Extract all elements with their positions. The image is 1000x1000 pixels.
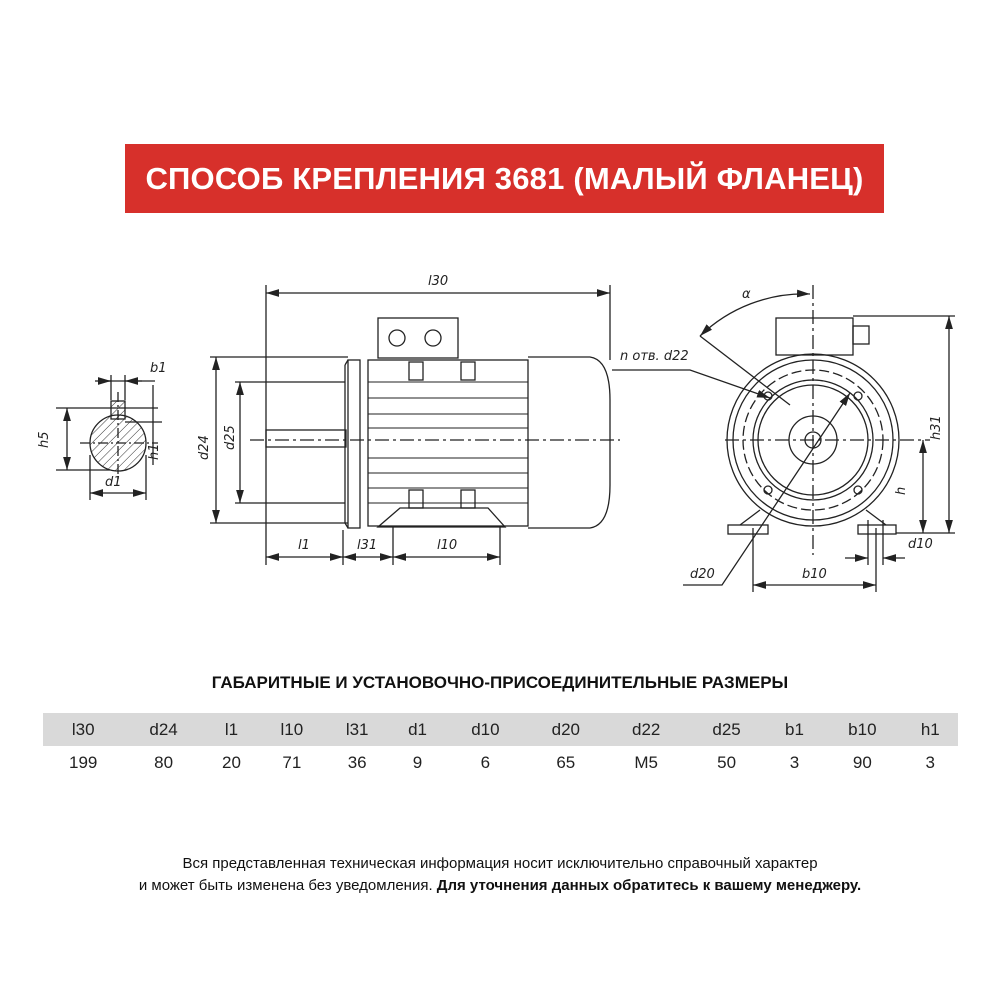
column-header: d1 <box>389 713 446 746</box>
label-d20: d20 <box>690 567 715 582</box>
column-header: d24 <box>123 713 204 746</box>
label-d25: d25 <box>223 425 238 450</box>
disclaimer-bold-text: Для уточнения данных обратитесь к вашему… <box>436 877 862 894</box>
table-row: 199 80 20 71 36 9 6 65 M5 50 3 90 3 <box>43 746 958 779</box>
label-h1: h1 <box>147 443 162 460</box>
table-cell: 36 <box>347 752 367 772</box>
label-b1: b1 <box>150 361 167 376</box>
label-h: h <box>894 487 909 495</box>
column-header: d20 <box>525 713 606 746</box>
column-header: h1 <box>902 713 958 746</box>
label-l30: l30 <box>428 274 448 289</box>
motor-end-view: α n отв. d22 h31 h d10 b10 d20 <box>612 285 955 592</box>
disclaimer: Вся представленная техническая информаци… <box>0 853 1000 897</box>
table-cell: 80 <box>154 752 174 772</box>
dimensions-table-title: ГАБАРИТНЫЕ И УСТАНОВОЧНО-ПРИСОЕДИНИТЕЛЬН… <box>211 673 789 692</box>
column-header: d25 <box>686 713 767 746</box>
label-d1: d1 <box>105 475 122 490</box>
column-header: l1 <box>203 713 260 746</box>
disclaimer-line-1: Вся представленная техническая информаци… <box>182 855 818 872</box>
column-header: l30 <box>43 713 124 746</box>
table-cell: 9 <box>412 752 423 772</box>
table-cell: M5 <box>634 752 658 772</box>
table-cell: 71 <box>282 752 302 772</box>
label-d10: d10 <box>908 537 933 552</box>
table-header-row: l30 d24 l1 l10 l31 d1 d10 d20 d22 d25 b1… <box>43 713 958 746</box>
label-b10: b10 <box>802 567 827 582</box>
label-d24: d24 <box>197 435 212 460</box>
column-header: b1 <box>766 713 823 746</box>
motor-side-view: l30 d24 d25 l1 l31 l10 <box>197 274 620 565</box>
table-cell: 50 <box>717 752 737 772</box>
page-title: СПОСОБ КРЕПЛЕНИЯ 3681 (МАЛЫЙ ФЛАНЕЦ) <box>125 144 884 213</box>
table-cell: 3 <box>925 752 935 772</box>
label-alpha: α <box>742 287 751 302</box>
shaft-section-view: b1 h5 h1 d1 <box>37 361 167 500</box>
table-cell: 199 <box>69 752 98 772</box>
table-cell: 3 <box>789 752 800 772</box>
label-l1: l1 <box>298 538 310 553</box>
table-cell: 90 <box>852 752 872 772</box>
label-n-d22: n отв. d22 <box>620 349 689 364</box>
table-cell: 6 <box>480 752 491 772</box>
label-l10: l10 <box>437 538 457 553</box>
dimensions-table: l30 d24 l1 l10 l31 d1 d10 d20 d22 d25 b1… <box>43 713 958 779</box>
table-cell: 65 <box>556 752 576 772</box>
column-header: l31 <box>324 713 390 746</box>
column-header: d10 <box>445 713 526 746</box>
table-cell: 20 <box>222 752 241 772</box>
motor-technical-drawing: b1 h5 h1 d1 l30 d24 d25 <box>37 274 955 592</box>
label-h31: h31 <box>929 415 944 440</box>
disclaimer-normal-text: и может быть изменена без уведомления. <box>138 877 433 894</box>
column-header: b10 <box>822 713 903 746</box>
column-header: l10 <box>259 713 325 746</box>
disclaimer-line-2: и может быть изменена без уведомления. Д… <box>0 875 1000 897</box>
label-h5: h5 <box>37 431 52 448</box>
column-header: d22 <box>606 713 687 746</box>
label-l31: l31 <box>357 538 377 553</box>
